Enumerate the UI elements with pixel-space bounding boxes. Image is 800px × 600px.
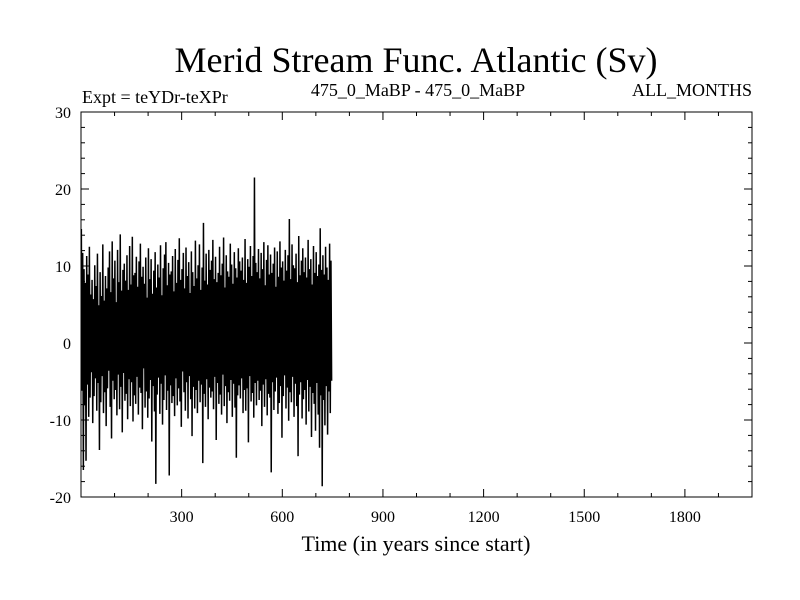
data-series (80, 177, 333, 487)
x-tick-label: 1500 (568, 509, 600, 526)
x-axis-label: Time (in years since start) (302, 531, 531, 556)
x-tick-label: 600 (270, 509, 294, 526)
x-tick-label: 300 (170, 509, 194, 526)
y-tick-label: 10 (55, 259, 71, 276)
y-tick-label: 20 (55, 182, 71, 199)
plot-frame (80, 111, 753, 498)
x-tick-label: 900 (371, 509, 395, 526)
y-tick-label: -20 (50, 490, 71, 507)
x-tick-label: 1800 (669, 509, 701, 526)
y-tick-label: 0 (63, 336, 71, 353)
y-tick-label: -10 (50, 413, 71, 430)
chart-subtitle-center: 475_0_MaBP - 475_0_MaBP (311, 80, 525, 100)
chart-title: Merid Stream Func. Atlantic (Sv) (175, 40, 658, 80)
series-line-0 (80, 177, 333, 487)
x-tick-label: 1200 (468, 509, 500, 526)
y-tick-label: 30 (55, 105, 71, 122)
chart-subtitle-right: ALL_MONTHS (632, 80, 752, 100)
chart-subtitle-left: Expt = teYDr-teXPr (82, 87, 228, 107)
ticks: 300 600 900 1200 1500 1800 -20 -10 0 10 20 30 (50, 105, 752, 526)
